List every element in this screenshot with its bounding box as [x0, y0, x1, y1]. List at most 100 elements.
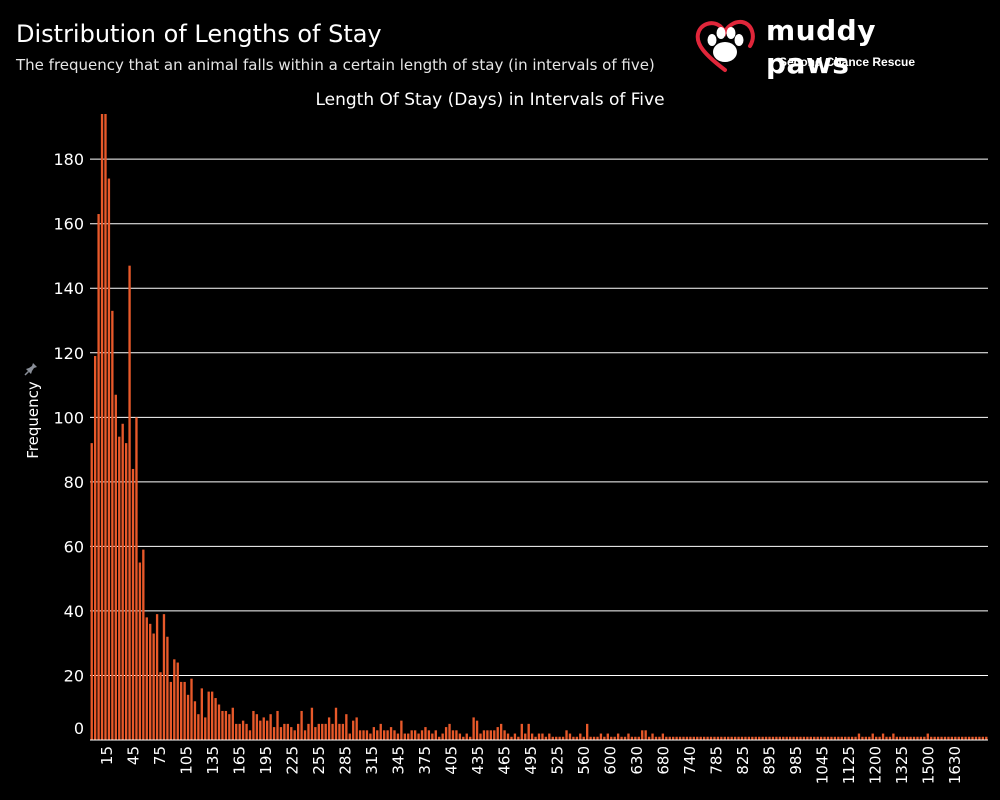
histogram-bar[interactable] — [544, 736, 548, 740]
histogram-bar[interactable] — [499, 723, 503, 740]
histogram-bar[interactable] — [768, 736, 771, 740]
histogram-bar[interactable] — [176, 662, 179, 740]
histogram-bar[interactable] — [864, 736, 868, 740]
histogram-bar[interactable] — [665, 736, 668, 740]
histogram-bar[interactable] — [689, 736, 692, 740]
histogram-bar[interactable] — [933, 736, 936, 740]
histogram-bar[interactable] — [627, 733, 630, 740]
histogram-bar[interactable] — [310, 707, 314, 740]
histogram-bar[interactable] — [912, 736, 916, 740]
histogram-bar[interactable] — [345, 714, 348, 740]
histogram-bar[interactable] — [241, 720, 245, 740]
histogram-bar[interactable] — [840, 736, 843, 740]
histogram-bar[interactable] — [438, 736, 441, 740]
histogram-bar[interactable] — [217, 704, 221, 740]
histogram-bar[interactable] — [899, 736, 902, 740]
histogram-bar[interactable] — [857, 733, 861, 740]
histogram-bar[interactable] — [747, 736, 751, 740]
histogram-bar[interactable] — [823, 736, 826, 740]
histogram-bar[interactable] — [905, 736, 909, 740]
histogram-bar[interactable] — [386, 730, 389, 740]
histogram-bar[interactable] — [413, 730, 417, 740]
histogram-bar[interactable] — [307, 723, 310, 740]
histogram-bar[interactable] — [410, 730, 413, 740]
histogram-bar[interactable] — [961, 736, 964, 740]
histogram-bar[interactable] — [128, 265, 131, 740]
histogram-bar[interactable] — [586, 723, 589, 740]
histogram-bar[interactable] — [672, 736, 675, 740]
histogram-bar[interactable] — [978, 736, 981, 740]
histogram-bar[interactable] — [661, 733, 665, 740]
histogram-bar[interactable] — [658, 736, 661, 740]
histogram-bar[interactable] — [610, 736, 613, 740]
histogram-bar[interactable] — [321, 723, 324, 740]
histogram-bar[interactable] — [844, 736, 847, 740]
histogram-bar[interactable] — [764, 736, 768, 740]
histogram-bar[interactable] — [262, 717, 265, 740]
histogram-bar[interactable] — [183, 681, 186, 740]
histogram-bar[interactable] — [210, 691, 214, 740]
histogram-bar[interactable] — [152, 633, 155, 740]
histogram-bar[interactable] — [193, 701, 197, 740]
histogram-bar[interactable] — [709, 736, 713, 740]
histogram-bar[interactable] — [744, 736, 747, 740]
histogram-bar[interactable] — [699, 736, 702, 740]
histogram-bar[interactable] — [434, 730, 437, 740]
histogram-bar[interactable] — [362, 730, 365, 740]
histogram-bar[interactable] — [407, 733, 410, 740]
histogram-bar[interactable] — [124, 443, 128, 740]
histogram-bar[interactable] — [314, 727, 317, 740]
histogram-bar[interactable] — [259, 720, 262, 740]
histogram-bar[interactable] — [647, 736, 651, 740]
histogram-bar[interactable] — [568, 733, 572, 740]
histogram-bar[interactable] — [613, 736, 616, 740]
histogram-bar[interactable] — [771, 736, 775, 740]
histogram-bar[interactable] — [503, 730, 506, 740]
histogram-bar[interactable] — [135, 417, 138, 740]
histogram-bar[interactable] — [720, 736, 723, 740]
histogram-bar[interactable] — [981, 736, 985, 740]
histogram-bar[interactable] — [293, 730, 296, 740]
histogram-bar[interactable] — [802, 736, 806, 740]
histogram-bar[interactable] — [964, 736, 967, 740]
histogram-bar[interactable] — [441, 733, 444, 740]
histogram-bar[interactable] — [637, 736, 640, 740]
histogram-bar[interactable] — [383, 730, 386, 740]
histogram-bar[interactable] — [940, 736, 943, 740]
histogram-bar[interactable] — [819, 736, 823, 740]
histogram-bar[interactable] — [758, 736, 761, 740]
histogram-bar[interactable] — [142, 549, 145, 740]
histogram-bar[interactable] — [792, 736, 795, 740]
histogram-bar[interactable] — [118, 436, 121, 740]
histogram-bar[interactable] — [589, 736, 592, 740]
histogram-bar[interactable] — [651, 733, 654, 740]
histogram-bar[interactable] — [902, 736, 905, 740]
histogram-bar[interactable] — [740, 736, 744, 740]
histogram-bar[interactable] — [290, 727, 293, 740]
histogram-bar[interactable] — [634, 736, 637, 740]
histogram-bar[interactable] — [957, 736, 960, 740]
histogram-bar[interactable] — [527, 723, 530, 740]
histogram-bar[interactable] — [145, 617, 148, 740]
histogram-bar[interactable] — [489, 730, 492, 740]
histogram-bar[interactable] — [93, 356, 97, 740]
histogram-bar[interactable] — [641, 730, 644, 740]
histogram-bar[interactable] — [173, 659, 176, 740]
histogram-bar[interactable] — [221, 710, 224, 740]
histogram-bar[interactable] — [954, 736, 957, 740]
histogram-bar[interactable] — [909, 736, 912, 740]
histogram-bar[interactable] — [775, 736, 778, 740]
histogram-bar[interactable] — [111, 310, 114, 740]
histogram-bar[interactable] — [888, 736, 892, 740]
histogram-bar[interactable] — [393, 730, 396, 740]
histogram-bar[interactable] — [524, 733, 527, 740]
histogram-bar[interactable] — [971, 736, 974, 740]
histogram-bar[interactable] — [149, 623, 152, 740]
histogram-bar[interactable] — [737, 736, 740, 740]
histogram-bar[interactable] — [248, 730, 252, 740]
histogram-bar[interactable] — [228, 714, 231, 740]
histogram-bar[interactable] — [348, 733, 351, 740]
histogram-bar[interactable] — [596, 736, 599, 740]
histogram-bar[interactable] — [537, 733, 541, 740]
histogram-bar[interactable] — [372, 727, 376, 740]
